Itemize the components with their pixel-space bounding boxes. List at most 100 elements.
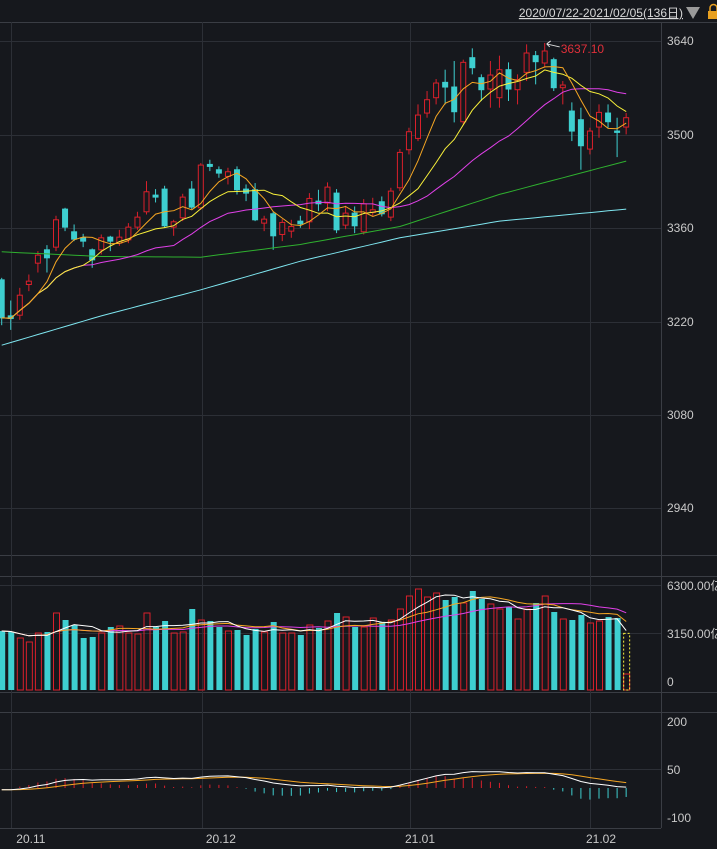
candle[interactable]: [559, 81, 566, 105]
candle-body: [605, 112, 612, 123]
candle[interactable]: [80, 233, 87, 248]
candle-body: [568, 110, 575, 132]
candle[interactable]: [360, 199, 367, 235]
candle[interactable]: [577, 107, 584, 170]
candle[interactable]: [143, 181, 150, 215]
volume-bar: [360, 626, 368, 691]
dea-line: [1, 772, 627, 791]
candle[interactable]: [261, 215, 268, 232]
volume-bar: [153, 627, 160, 690]
candle-body: [541, 50, 548, 64]
candle[interactable]: [514, 74, 521, 105]
candle[interactable]: [396, 149, 403, 192]
candle-body: [25, 280, 32, 286]
volume-bar: [541, 595, 549, 691]
candle[interactable]: [415, 104, 421, 142]
candle[interactable]: [333, 189, 340, 234]
candle[interactable]: [161, 185, 168, 228]
volume-bar: [369, 617, 377, 691]
candle-body: [433, 82, 440, 99]
price-panel[interactable]: [0, 42, 630, 346]
candle[interactable]: [234, 166, 240, 195]
candle-body: [62, 208, 69, 228]
volume-bar: [216, 627, 223, 690]
triangle-down-icon[interactable]: [686, 7, 700, 19]
volume-bar: [80, 638, 87, 690]
volume-bar: [297, 635, 304, 690]
volume-tick: 3150.00亿: [667, 626, 717, 641]
candle[interactable]: [623, 113, 630, 135]
candle[interactable]: [324, 182, 331, 212]
candle[interactable]: [107, 235, 114, 252]
volume-bar: [451, 597, 458, 690]
candle[interactable]: [62, 207, 69, 232]
candle[interactable]: [7, 300, 14, 330]
candle[interactable]: [206, 159, 213, 172]
candle[interactable]: [405, 127, 412, 155]
candle-body: [161, 188, 168, 227]
volume-tick: 6300.00亿: [667, 578, 717, 593]
candle-body: [197, 164, 204, 209]
volume-bar: [179, 631, 187, 691]
projected-volume-bar: [623, 632, 631, 691]
candle[interactable]: [469, 48, 476, 75]
price-tick: 3360: [667, 221, 694, 235]
candle-body: [252, 189, 259, 221]
candle-body: [505, 69, 512, 90]
volume-bar: [514, 618, 522, 691]
candle[interactable]: [568, 102, 575, 142]
candle[interactable]: [279, 219, 286, 242]
candle[interactable]: [424, 91, 431, 118]
macd-panel[interactable]: [1, 771, 627, 800]
candle-body: [270, 213, 277, 237]
volume-bar: [252, 629, 259, 690]
candle[interactable]: [442, 69, 449, 105]
candle[interactable]: [0, 277, 5, 326]
candle[interactable]: [215, 166, 222, 178]
date-label: 21.02: [586, 832, 616, 846]
candle[interactable]: [433, 79, 440, 105]
candle[interactable]: [532, 51, 539, 85]
volume-bar: [614, 618, 621, 690]
candle-body: [333, 192, 340, 231]
candle[interactable]: [152, 189, 159, 203]
volume-panel[interactable]: [0, 588, 631, 691]
candle-body: [469, 57, 476, 69]
candle[interactable]: [98, 234, 105, 255]
ma20-line: [1, 88, 627, 319]
candle[interactable]: [53, 215, 59, 252]
macd-tick: 50: [667, 763, 681, 777]
candle[interactable]: [89, 248, 96, 268]
volume-bar: [243, 635, 250, 690]
date-range-link[interactable]: 2020/07/22-2021/02/05(136日): [519, 6, 683, 20]
candle[interactable]: [550, 57, 557, 92]
candle-body: [360, 203, 367, 233]
candle-body: [261, 218, 268, 224]
volume-bar: [162, 621, 169, 690]
candle[interactable]: [605, 104, 612, 128]
candle[interactable]: [188, 181, 195, 210]
candle[interactable]: [541, 42, 548, 68]
candle[interactable]: [496, 55, 503, 108]
candle[interactable]: [16, 287, 23, 320]
volume-bar: [342, 616, 350, 691]
volume-bar: [586, 622, 594, 691]
ma5-line: [1, 66, 627, 319]
volume-bar: [315, 628, 322, 690]
ma10-line: [1, 69, 627, 319]
ma120-line: [1, 208, 627, 346]
candle[interactable]: [460, 59, 467, 125]
candle-body: [215, 169, 222, 174]
candle[interactable]: [288, 219, 295, 238]
candle-body: [415, 114, 421, 139]
candle[interactable]: [586, 127, 593, 155]
candle[interactable]: [25, 274, 32, 292]
candle[interactable]: [387, 187, 394, 222]
candle[interactable]: [134, 211, 141, 230]
candle-body: [234, 169, 240, 191]
candle-body: [351, 212, 358, 227]
volume-bar: [387, 619, 395, 691]
candle-body: [53, 219, 59, 248]
price-tick: 3500: [667, 128, 694, 142]
